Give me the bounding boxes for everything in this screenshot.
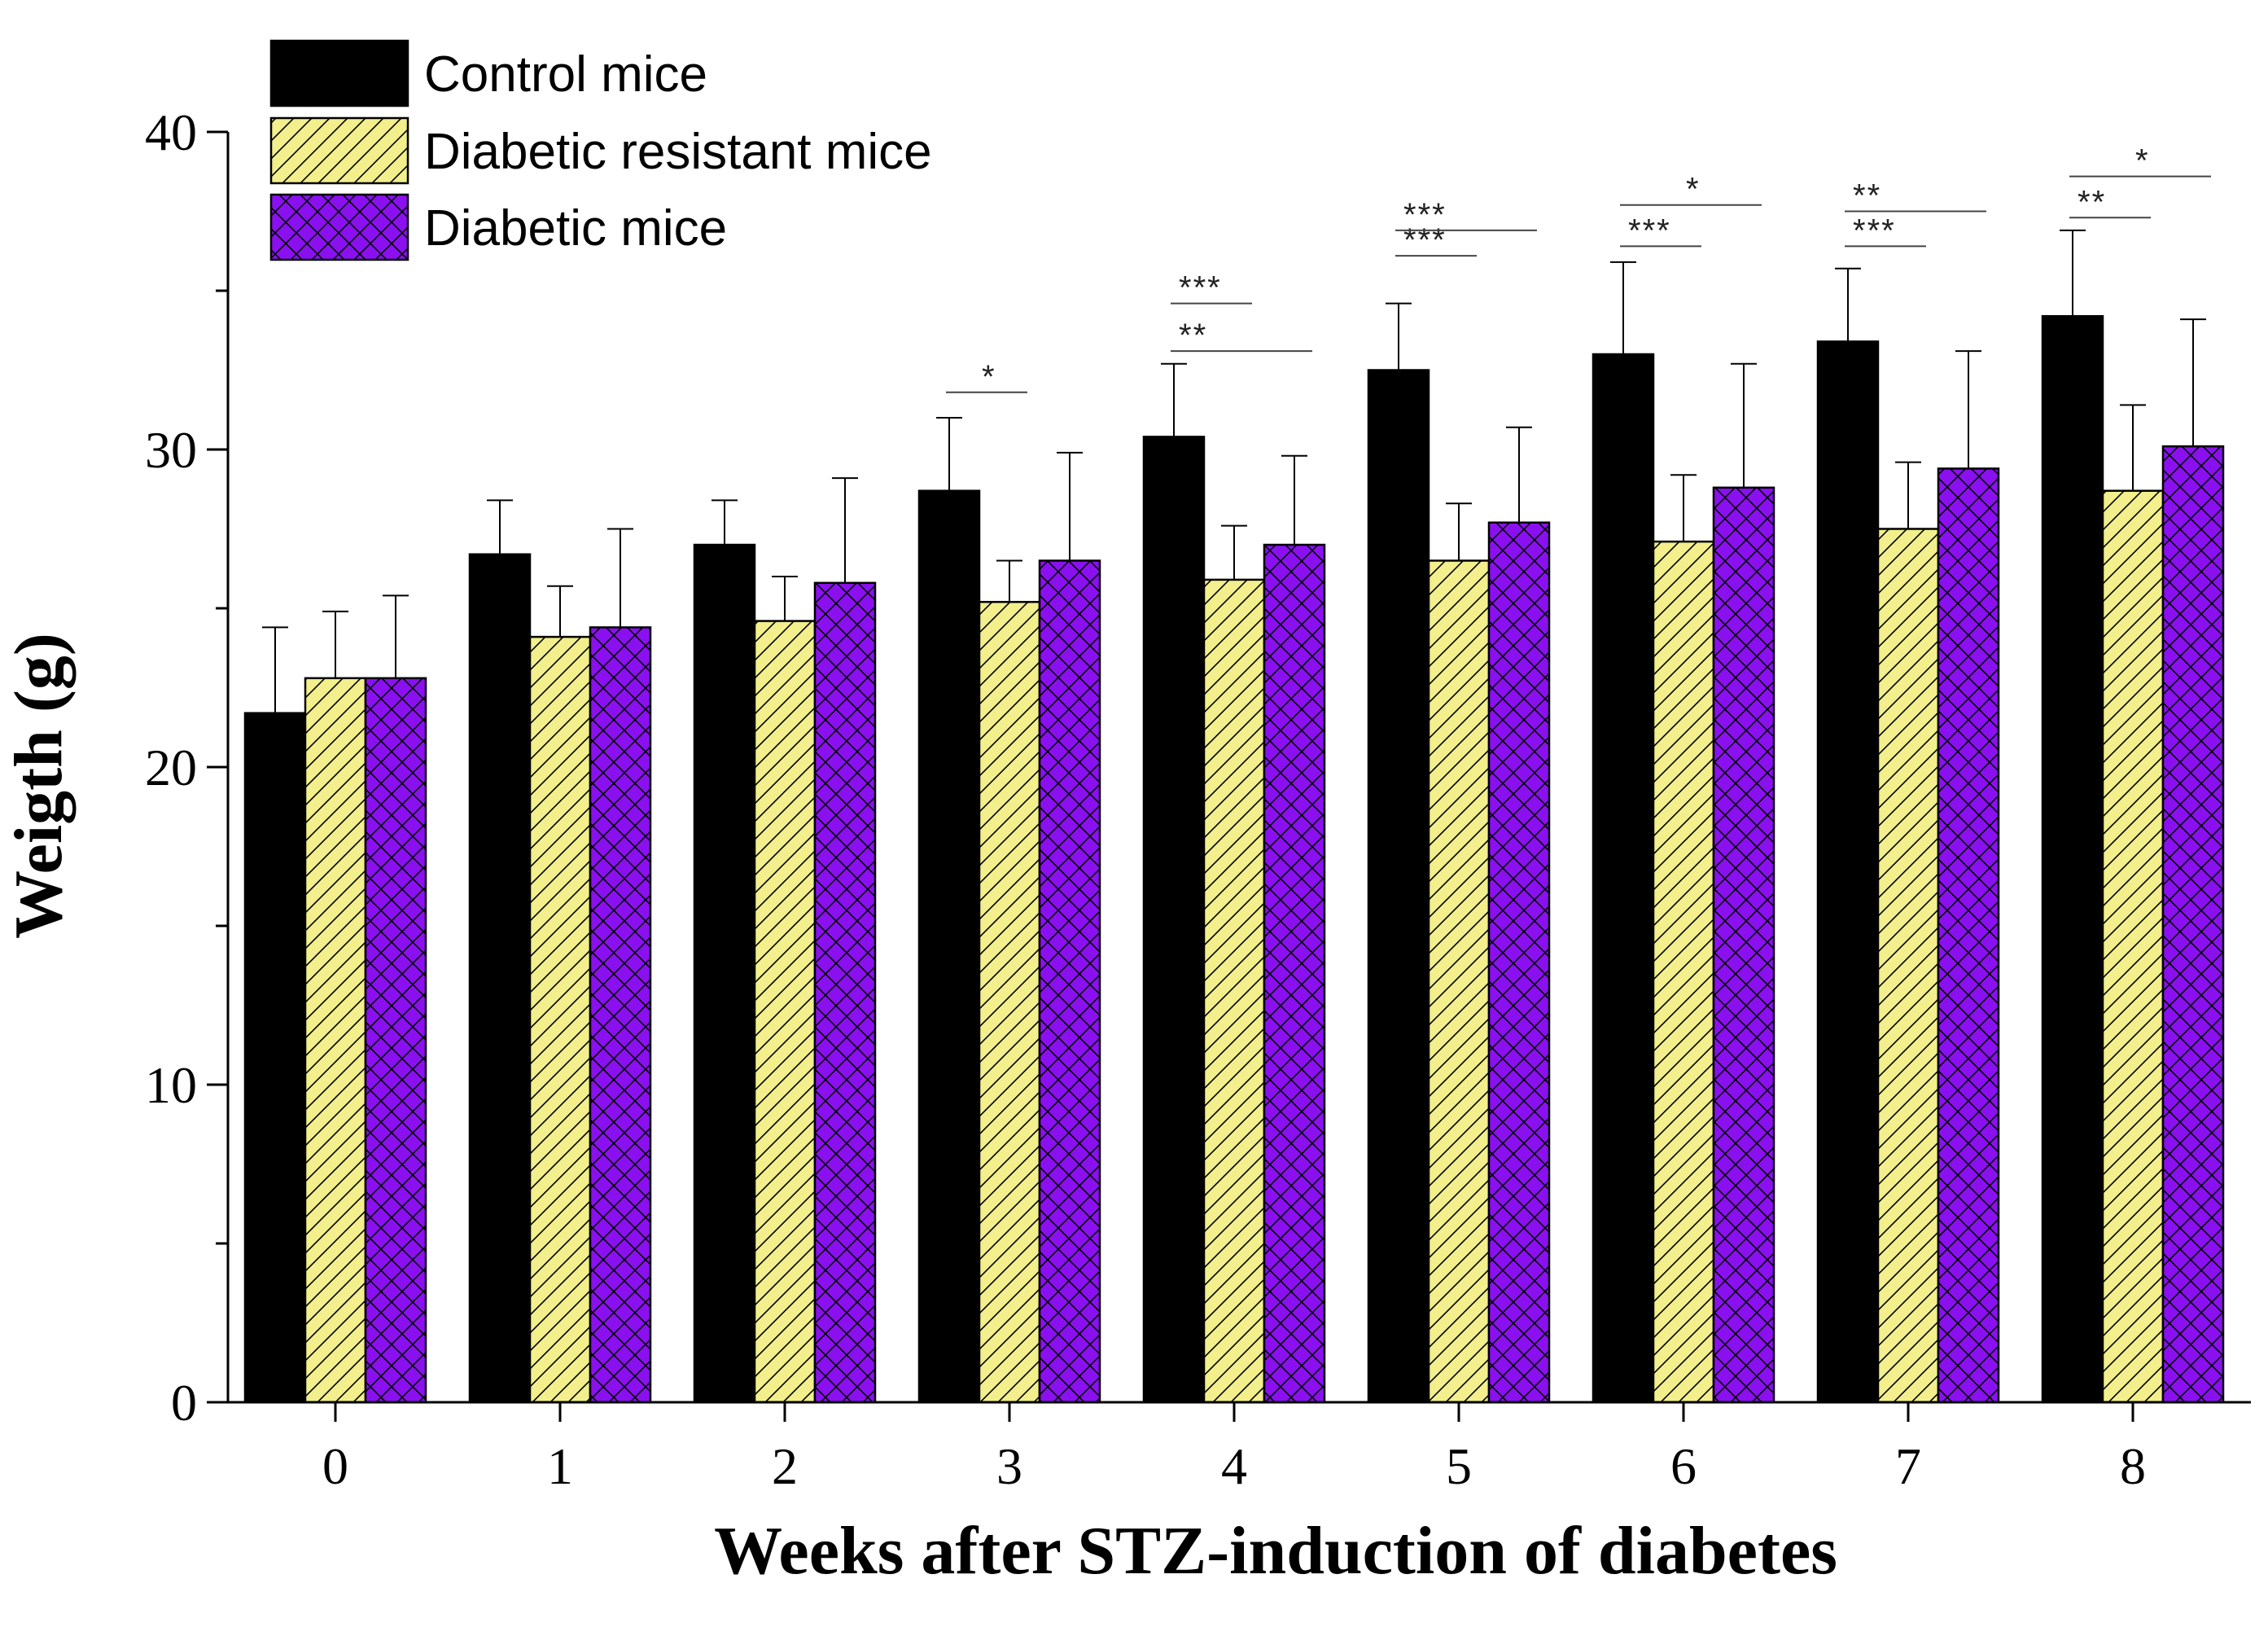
significance-label: ** — [1853, 178, 1881, 214]
y-tick-label: 30 — [145, 421, 197, 479]
significance-label: *** — [1403, 222, 1447, 258]
y-axis-label: Weigth (g) — [1, 633, 77, 939]
bar-series1-week3 — [978, 600, 1041, 1404]
significance-label: *** — [1628, 213, 1671, 248]
bar-series1-week7 — [1876, 528, 1940, 1404]
x-tick-label: 6 — [1670, 1437, 1697, 1495]
bars-layer — [243, 314, 2225, 1404]
bar-series0-week8 — [2041, 314, 2104, 1404]
bar-series1-week0 — [304, 677, 367, 1404]
legend-swatch-series1 — [269, 116, 409, 185]
y-tick-label: 10 — [145, 1056, 197, 1114]
significance-label: *** — [1403, 197, 1447, 233]
bar-series2-week0 — [364, 677, 427, 1404]
bar-series2-week2 — [813, 581, 877, 1404]
legend-label-series2: Diabetic mice — [424, 200, 727, 257]
bar-series1-week1 — [528, 635, 592, 1404]
legend-swatch-series0 — [269, 39, 409, 107]
bar-series2-week6 — [1712, 486, 1775, 1404]
significance-label: *** — [1179, 270, 1222, 306]
bar-series1-week8 — [2101, 489, 2165, 1404]
bar-series0-week5 — [1367, 369, 1430, 1404]
error-bars-layer — [262, 229, 2206, 713]
bar-series1-week5 — [1427, 559, 1491, 1404]
x-tick-label: 3 — [996, 1437, 1022, 1495]
axes-layer: 0 10 20 30 40 0 1 2 3 4 5 6 7 8 — [145, 103, 2251, 1495]
legend: Control mice Diabetic resistant mice Diabe… — [269, 39, 932, 261]
y-tick-label: 40 — [145, 103, 197, 161]
bar-series0-week6 — [1592, 353, 1655, 1404]
bar-series2-week4 — [1263, 543, 1326, 1404]
bar-series2-week1 — [589, 626, 652, 1404]
significance-label: * — [982, 359, 996, 395]
x-axis-label: Weeks after STZ-induction of diabetes — [714, 1513, 1837, 1589]
legend-label-series0: Control mice — [424, 46, 707, 103]
bar-series0-week1 — [468, 553, 532, 1404]
bar-series2-week3 — [1038, 559, 1101, 1404]
legend-label-series1: Diabetic resistant mice — [424, 124, 932, 180]
x-tick-label: 1 — [547, 1437, 573, 1495]
bar-series2-week5 — [1487, 521, 1551, 1404]
x-tick-label: 4 — [1221, 1437, 1247, 1495]
x-tick-label: 2 — [772, 1437, 798, 1495]
bar-series1-week4 — [1202, 578, 1266, 1404]
bar-series1-week2 — [753, 620, 817, 1404]
bar-series0-week0 — [243, 712, 307, 1404]
legend-swatch-series2 — [269, 193, 409, 261]
bar-series0-week7 — [1816, 340, 1880, 1404]
x-tick-label: 7 — [1895, 1437, 1921, 1495]
significance-label: * — [1686, 172, 1701, 208]
bar-series0-week2 — [693, 543, 756, 1404]
significance-layer: ************ ********* *** — [946, 143, 2211, 395]
bar-series2-week8 — [2161, 445, 2225, 1404]
y-tick-label: 0 — [171, 1374, 197, 1432]
significance-label: ** — [1179, 318, 1207, 353]
significance-label: *** — [1853, 213, 1896, 248]
x-tick-label: 0 — [322, 1437, 348, 1495]
bar-series0-week3 — [917, 489, 981, 1404]
x-tick-label: 5 — [1446, 1437, 1472, 1495]
bar-series2-week7 — [1937, 467, 2000, 1404]
bar-series1-week6 — [1652, 540, 1715, 1404]
significance-label: * — [2135, 143, 2150, 179]
x-tick-label: 8 — [2120, 1437, 2146, 1495]
y-tick-label: 20 — [145, 739, 197, 796]
bar-series0-week4 — [1142, 436, 1206, 1404]
significance-label: ** — [2078, 184, 2106, 220]
